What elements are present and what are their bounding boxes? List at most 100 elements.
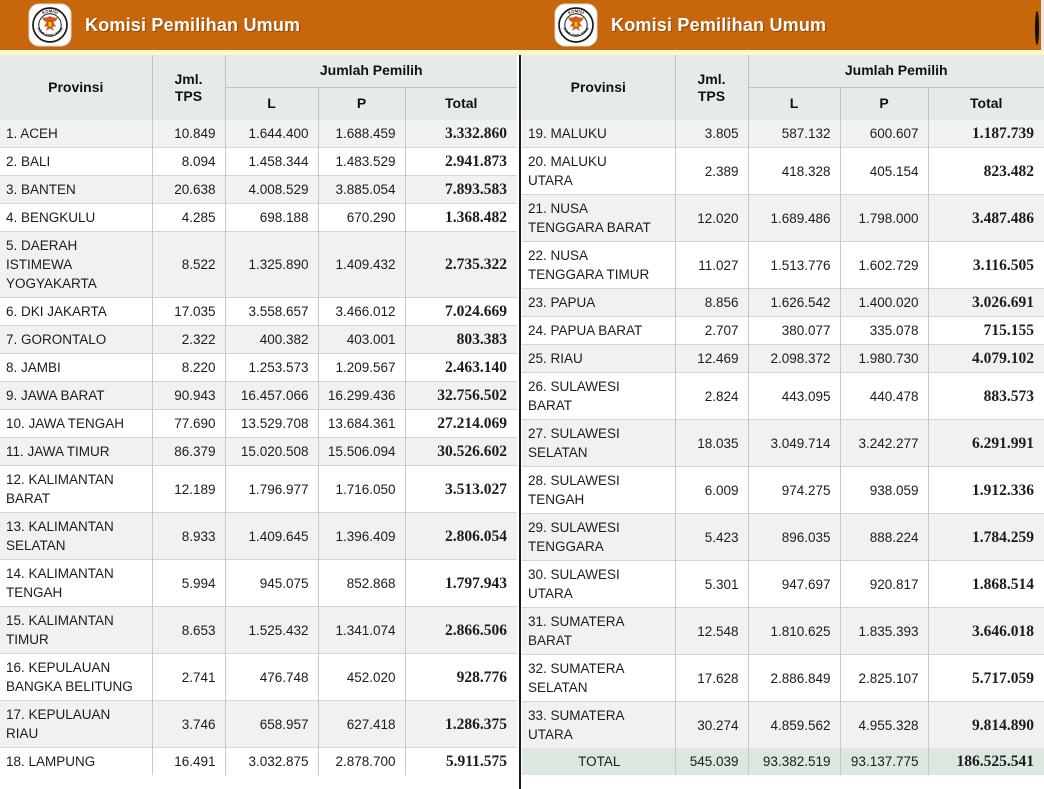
cell-l: 3.558.657 (225, 297, 319, 326)
cell-p: 15.506.094 (318, 437, 406, 466)
column-header-jumlah-pemilih: Jumlah Pemilih (225, 55, 517, 87)
column-header-total: Total (405, 86, 517, 120)
cell-jml-tps: 4.285 (152, 203, 226, 232)
table-row: 9. JAWA BARAT 90.943 16.457.066 16.299.4… (0, 381, 517, 410)
cell-p: 1.396.409 (318, 512, 406, 560)
table-row: 23. PAPUA 8.856 1.626.542 1.400.020 3.02… (522, 288, 1044, 317)
table-row: 11. JAWA TIMUR 86.379 15.020.508 15.506.… (0, 437, 517, 466)
cell-provinsi: 22. NUSA TENGGARA TIMUR (522, 241, 676, 289)
cell-jml-tps: 12.548 (675, 607, 749, 655)
cell-total: 9.814.890 (928, 701, 1044, 748)
cell-jml-tps: 18.035 (675, 419, 749, 467)
cell-p: 1.688.459 (318, 120, 406, 148)
table-footer: TOTAL 545.039 93.382.519 93.137.775 186.… (522, 748, 1044, 775)
cell-p: 1.409.432 (318, 231, 406, 298)
cell-l: 658.957 (225, 700, 319, 748)
cell-l: 2.886.849 (748, 654, 841, 702)
cell-total: 715.155 (928, 316, 1044, 345)
cell-jml-tps: 17.628 (675, 654, 749, 702)
table-row: 17. KEPULAUAN RIAU 3.746 658.957 627.418… (0, 700, 517, 748)
voter-table-panel-left: Provinsi Jml. TPS Jumlah Pemilih L P Tot… (0, 55, 517, 775)
cell-provinsi: 10. JAWA TENGAH (0, 409, 153, 438)
cell-l: 896.035 (748, 513, 841, 561)
cell-provinsi: 18. LAMPUNG (0, 747, 153, 775)
cell-provinsi: 12. KALIMANTAN BARAT (0, 465, 153, 513)
table-row: 31. SUMATERA BARAT 12.548 1.810.625 1.83… (522, 607, 1044, 655)
cell-total: 1.368.482 (405, 203, 517, 232)
cell-jml-tps: 20.638 (152, 175, 226, 204)
cell-total: 5.911.575 (405, 747, 517, 775)
cell-l: 1.409.645 (225, 512, 319, 560)
cell-p: 627.418 (318, 700, 406, 748)
table-row: 2. BALI 8.094 1.458.344 1.483.529 2.941.… (0, 147, 517, 176)
cell-l: 1.458.344 (225, 147, 319, 176)
table-row: 32. SUMATERA SELATAN 17.628 2.886.849 2.… (522, 654, 1044, 702)
cell-provinsi: 9. JAWA BARAT (0, 381, 153, 410)
cell-jml-tps: 2.389 (675, 147, 749, 195)
table-row: 18. LAMPUNG 16.491 3.032.875 2.878.700 5… (0, 747, 517, 775)
cell-provinsi: 30. SULAWESI UTARA (522, 560, 676, 608)
cell-total: 823.482 (928, 147, 1044, 195)
cell-p: 403.001 (318, 325, 406, 354)
cell-total: 27.214.069 (405, 409, 517, 438)
table-row: 12. KALIMANTAN BARAT 12.189 1.796.977 1.… (0, 465, 517, 513)
cell-provinsi: 31. SUMATERA BARAT (522, 607, 676, 655)
table-body: 1. ACEH 10.849 1.644.400 1.688.459 3.332… (0, 120, 517, 775)
cell-p: 1.400.020 (840, 288, 929, 317)
table-header: Provinsi Jml. TPS Jumlah Pemilih L P Tot… (522, 55, 1044, 120)
cell-p: 3.885.054 (318, 175, 406, 204)
table-row: 27. SULAWESI SELATAN 18.035 3.049.714 3.… (522, 419, 1044, 467)
table-row: 26. SULAWESI BARAT 2.824 443.095 440.478… (522, 372, 1044, 420)
cell-provinsi: 33. SUMATERA UTARA (522, 701, 676, 748)
cell-jml-tps: 2.707 (675, 316, 749, 345)
cell-total: 6.291.991 (928, 419, 1044, 467)
kpu-logo-icon: KOMISI PEMILIHAN UMUM (554, 3, 598, 47)
cell-total: 3.513.027 (405, 465, 517, 513)
cell-provinsi: 4. BENGKULU (0, 203, 153, 232)
table-row: 15. KALIMANTAN TIMUR 8.653 1.525.432 1.3… (0, 606, 517, 654)
cell-total: 1.286.375 (405, 700, 517, 748)
table-row: 21. NUSA TENGGARA BARAT 12.020 1.689.486… (522, 194, 1044, 242)
cell-l: 16.457.066 (225, 381, 319, 410)
cell-l: 974.275 (748, 466, 841, 514)
cell-provinsi: 3. BANTEN (0, 175, 153, 204)
svg-text:KOMISI: KOMISI (41, 8, 59, 15)
total-label: TOTAL (522, 748, 676, 775)
cell-p: 4.955.328 (840, 701, 929, 748)
cell-jml-tps: 12.020 (675, 194, 749, 242)
cell-provinsi: 21. NUSA TENGGARA BARAT (522, 194, 676, 242)
cell-total: 3.116.505 (928, 241, 1044, 289)
cell-p: 1.209.567 (318, 353, 406, 382)
cell-p: 2.878.700 (318, 747, 406, 775)
cell-l: 947.697 (748, 560, 841, 608)
table-row: 33. SUMATERA UTARA 30.274 4.859.562 4.95… (522, 701, 1044, 748)
cell-l: 1.644.400 (225, 120, 319, 148)
cell-total: 1.187.739 (972, 125, 1034, 142)
cell-provinsi: 24. PAPUA BARAT (522, 316, 676, 345)
cell-jml-tps: 12.469 (675, 344, 749, 373)
table-row: 3. BANTEN 20.638 4.008.529 3.885.054 7.8… (0, 175, 517, 204)
column-header-l: L (748, 86, 841, 120)
cell-l: 418.328 (748, 147, 841, 195)
table-row: 14. KALIMANTAN TENGAH 5.994 945.075 852.… (0, 559, 517, 607)
column-header-jumlah-pemilih: Jumlah Pemilih (748, 55, 1044, 87)
cell-jml-tps: 8.933 (152, 512, 226, 560)
table-row: 30. SULAWESI UTARA 5.301 947.697 920.817… (522, 560, 1044, 608)
table-row: 29. SULAWESI TENGGARA 5.423 896.035 888.… (522, 513, 1044, 561)
cell-provinsi: 26. SULAWESI BARAT (522, 372, 676, 420)
cell-l: 476.748 (225, 653, 319, 701)
cell-l: 3.049.714 (748, 419, 841, 467)
logo-arc-top-text: KOMISI (567, 8, 585, 15)
voter-table-left: Provinsi Jml. TPS Jumlah Pemilih L P Tot… (0, 55, 517, 775)
window-left-title: Komisi Pemilihan Umum (85, 14, 301, 35)
cell-l: 4.859.562 (748, 701, 841, 748)
cell-jml-tps: 8.094 (152, 147, 226, 176)
cell-jml-tps: 2.824 (675, 372, 749, 420)
cell-jml-tps: 8.220 (152, 353, 226, 382)
cell-p: 1.835.393 (840, 607, 929, 655)
cell-total: 803.383 (405, 325, 517, 354)
total-jml-tps: 545.039 (675, 748, 749, 775)
cell-l: 1.253.573 (225, 353, 319, 382)
column-header-provinsi: Provinsi (522, 55, 676, 120)
table-row: 8. JAMBI 8.220 1.253.573 1.209.567 2.463… (0, 353, 517, 382)
